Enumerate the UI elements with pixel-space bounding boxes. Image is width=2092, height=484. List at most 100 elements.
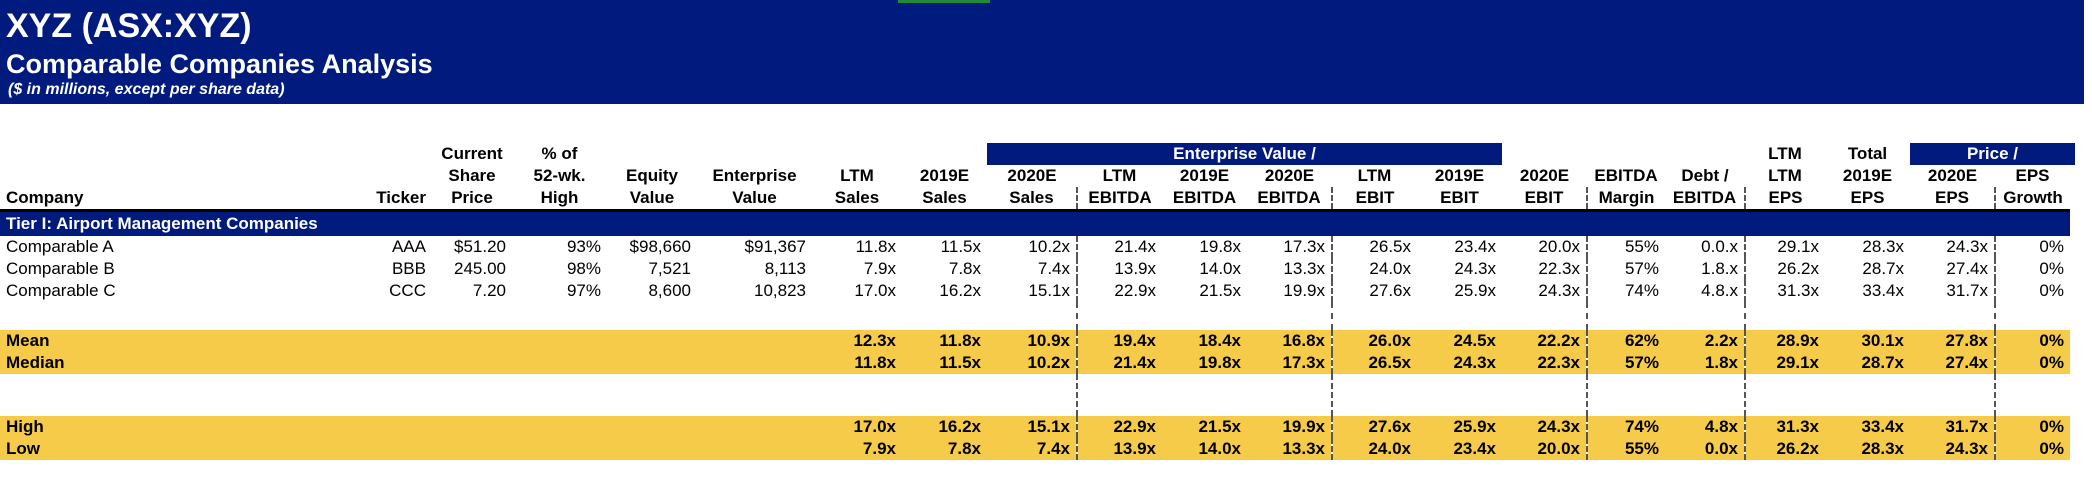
group-header-row: Current % of Enterprise Value / LTM Tota… [0, 143, 2080, 165]
stat-label: High [0, 416, 352, 438]
eps-2019-cell: 33.4x [1862, 281, 1904, 300]
eps-2020-cell: 27.4x [1910, 352, 1996, 374]
margin-cell: 55% [1587, 438, 1665, 460]
ebitda-2020-cell: 17.3x [1247, 352, 1333, 374]
col-2020-sales-line2: Sales [987, 187, 1077, 212]
col-2019-ebit-line1: 2019E [1434, 166, 1485, 185]
eps-2020-cell: 24.3x [1910, 236, 1996, 258]
ltm-ebit-cell: 27.6x [1369, 281, 1411, 300]
ltm-ebitda-cell: 21.4x [1076, 236, 1162, 258]
ebit-2019-cell: 23.4x [1417, 438, 1502, 460]
eps-2020-cell: 27.8x [1910, 330, 1996, 352]
mean-row: Mean 12.3x 11.8x 10.9x 19.4x 18.4x 16.8x… [0, 330, 2080, 352]
high-row: High 17.0x 16.2x 15.1x 22.9x 21.5x 19.9x… [0, 416, 2080, 438]
ltm-eps-cell: 26.2x [1745, 438, 1825, 460]
ltm-ebit-cell: 26.5x [1332, 352, 1417, 374]
pct-high-cell: 93% [566, 237, 601, 256]
col-ev-line1: Enterprise [712, 166, 797, 185]
ebitda-2019-cell: 19.8x [1199, 237, 1241, 256]
ltm-eps-cell: 28.9x [1745, 330, 1825, 352]
ltm-sales-cell: 17.0x [854, 281, 896, 300]
company-name: Comparable A [6, 237, 114, 256]
ltm-ebitda-cell: 13.9x [1076, 438, 1162, 460]
col-2019-ebit-line2: EBIT [1417, 187, 1502, 212]
col-2020-eps-line2: EPS [1910, 187, 1996, 212]
equity-cell: 8,600 [648, 281, 691, 300]
col-2019-ebitda-line2: EBITDA [1162, 187, 1247, 212]
ev-cell: $91,367 [744, 237, 806, 256]
col-ltm-ebitda-line1: LTM [1102, 166, 1137, 185]
growth-cell: 0% [1995, 352, 2070, 374]
ebit-2020-cell: 24.3x [1502, 280, 1588, 302]
sales-2020-cell: 7.4x [987, 438, 1077, 460]
sales-2019-cell: 16.2x [939, 281, 981, 300]
sales-2020-cell: 15.1x [987, 416, 1077, 438]
ticker-cell: AAA [391, 237, 426, 256]
ltm-eps-cell: 29.1x [1745, 352, 1825, 374]
debt-cell: 4.8x [1665, 416, 1746, 438]
ebit-2019-cell: 24.3x [1454, 259, 1496, 278]
growth-cell: 0% [2039, 259, 2064, 278]
eps-2019-cell: 28.3x [1862, 237, 1904, 256]
ltm-ebit-cell: 27.6x [1332, 416, 1417, 438]
ltm-sales-cell: 11.8x [812, 352, 902, 374]
title-banner: XYZ (ASX:XYZ) Comparable Companies Analy… [0, 0, 2084, 104]
ebit-2020-cell: 20.0x [1502, 236, 1588, 258]
sales-2019-cell: 11.5x [940, 237, 981, 256]
ebit-2020-cell: 22.3x [1502, 258, 1588, 280]
col-2020-ebit-line1: 2020E [1519, 166, 1570, 185]
stat-label: Mean [0, 330, 352, 352]
ltm-sales-cell: 12.3x [812, 330, 902, 352]
debt-cell: 1.8.x [1665, 258, 1746, 280]
col-pct-high-line2: 52-wk. [533, 166, 586, 185]
col-2019-sales-line2: Sales [902, 187, 987, 212]
ltm-ebit-cell: 26.5x [1369, 237, 1411, 256]
eps-2019-cell: 33.4x [1825, 416, 1910, 438]
equity-cell: 7,521 [648, 259, 691, 278]
stat-label: Low [0, 438, 352, 460]
col-2020-ebitda-line2: EBITDA [1247, 187, 1333, 212]
page-title: XYZ (ASX:XYZ) [6, 7, 252, 45]
tier-header-row: Tier I: Airport Management Companies [0, 210, 2080, 236]
ebit-2019-cell: 23.4x [1454, 237, 1496, 256]
margin-cell: 55% [1624, 237, 1659, 256]
price-cell: 7.20 [472, 281, 506, 300]
col-debt-line1: Total [1847, 144, 1888, 163]
ebitda-2020-cell: 17.3x [1247, 236, 1333, 258]
tier-label: Tier I: Airport Management Companies [0, 210, 2070, 236]
ticker-cell: BBB [391, 259, 426, 278]
ltm-ebit-cell: 26.0x [1332, 330, 1417, 352]
col-margin-line2: EBITDA [1594, 166, 1658, 185]
col-ticker: Ticker [352, 187, 432, 212]
col-debt-line3: EBITDA [1665, 187, 1746, 212]
col-2020-ebitda-line1: 2020E [1264, 166, 1315, 185]
ebitda-2019-cell: 14.0x [1199, 259, 1241, 278]
margin-cell: 74% [1624, 281, 1659, 300]
ltm-sales-cell: 17.0x [812, 416, 902, 438]
stat-label: Median [0, 352, 352, 374]
col-ev-line2: Value [697, 187, 812, 212]
ebitda-2020-cell: 16.8x [1247, 330, 1333, 352]
col-margin-line3: Margin [1587, 187, 1665, 212]
col-2019-eps-line1: 2019E [1842, 166, 1893, 185]
col-pct-high-line3: High [512, 187, 607, 212]
sales-2019-cell: 7.8x [948, 259, 981, 278]
ebit-2019-cell: 25.9x [1417, 416, 1502, 438]
ltm-ebitda-cell: 22.9x [1076, 416, 1162, 438]
ebit-2019-cell: 24.5x [1417, 330, 1502, 352]
ltm-ebitda-cell: 21.4x [1076, 352, 1162, 374]
col-growth-line2: EPS [2015, 166, 2050, 185]
ebit-2020-cell: 24.3x [1502, 416, 1588, 438]
ltm-eps-cell: 29.1x [1777, 237, 1819, 256]
ltm-eps-cell: 31.3x [1745, 416, 1825, 438]
col-ltm-ebit-line2: EBIT [1332, 187, 1417, 212]
margin-cell: 57% [1624, 259, 1659, 278]
col-ltm-sales-line2: Sales [812, 187, 902, 212]
company-name: Comparable B [6, 259, 115, 278]
ebitda-2020-cell: 19.9x [1247, 416, 1333, 438]
pct-high-cell: 98% [566, 259, 601, 278]
growth-cell: 0% [1995, 416, 2070, 438]
debt-cell: 0.0.x [1665, 236, 1746, 258]
units-note: ($ in millions, except per share data) [8, 81, 285, 98]
sales-2019-cell: 11.5x [902, 352, 987, 374]
